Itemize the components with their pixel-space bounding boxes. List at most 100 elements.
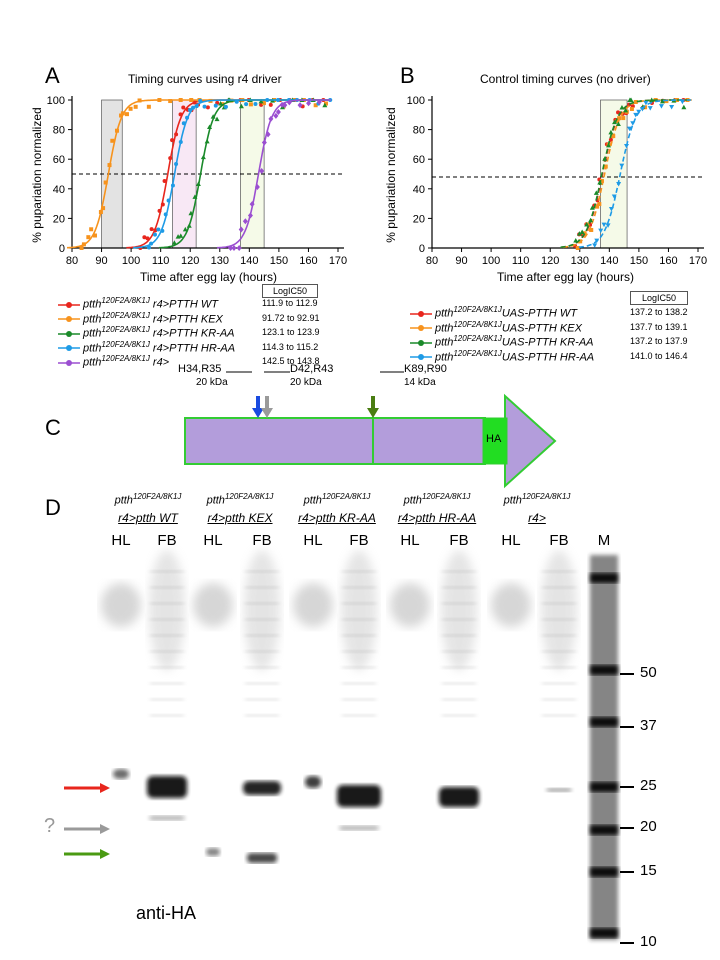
protein-band xyxy=(337,785,381,807)
data-point xyxy=(306,100,312,107)
marker-size-label: 10 xyxy=(640,933,657,950)
y-tick-label: 20 xyxy=(413,213,425,225)
legend-superscript: 120F2A/8K1J xyxy=(101,339,150,349)
data-point xyxy=(601,222,607,228)
lane-smear xyxy=(149,550,185,670)
data-point xyxy=(171,240,177,245)
data-point xyxy=(313,103,318,108)
data-point xyxy=(589,205,595,210)
legend-swatch xyxy=(58,316,80,323)
data-point xyxy=(599,178,604,183)
lane-band-faint xyxy=(245,698,279,701)
data-point xyxy=(189,98,194,102)
data-point xyxy=(623,144,629,149)
legend-genotype: ptth xyxy=(435,322,454,335)
data-point xyxy=(79,246,84,250)
data-point xyxy=(253,101,258,106)
data-point xyxy=(160,202,165,207)
legend-entry: ptth120F2A/8K1J r4> xyxy=(58,354,169,369)
data-point xyxy=(582,231,587,236)
legend-driver: UAS-PTTH KR-AA xyxy=(501,336,594,349)
legend-driver: r4>PTTH KEX xyxy=(149,313,223,326)
legend-superscript: 120F2A/8K1J xyxy=(101,354,150,363)
data-point xyxy=(275,108,281,115)
y-tick-label: 40 xyxy=(53,184,65,196)
marker-size-label: 15 xyxy=(640,862,657,879)
legend-entry: ptth120F2A/8K1JUAS-PTTH HR-AA xyxy=(410,348,595,364)
x-tick-label: 170 xyxy=(329,255,347,267)
lane-group-genotype: ptth120F2A/8K1J xyxy=(114,492,182,507)
data-point xyxy=(178,112,183,117)
lane-band-faint xyxy=(342,682,376,685)
marker-band xyxy=(590,665,618,675)
data-point xyxy=(146,104,151,109)
data-point xyxy=(628,97,634,102)
lane-label: HL xyxy=(501,532,521,549)
data-point xyxy=(597,202,602,207)
lane-band-faint xyxy=(150,602,184,605)
legend-driver: UAS-PTTH HR-AA xyxy=(501,351,595,364)
lane-band-faint xyxy=(442,634,476,637)
legend-superscript: 120F2A/8K1J xyxy=(453,348,502,358)
y-tick-label: 20 xyxy=(53,213,65,225)
data-point xyxy=(156,227,161,232)
data-point xyxy=(210,114,216,119)
x-tick-label: 80 xyxy=(66,255,78,267)
y-tick-label: 80 xyxy=(53,125,65,137)
data-point xyxy=(213,103,218,108)
fragment-band xyxy=(206,848,220,856)
y-tick-label: 100 xyxy=(47,95,65,107)
data-point xyxy=(265,131,271,138)
lane-band-faint xyxy=(442,570,476,573)
data-point xyxy=(316,99,322,106)
data-point xyxy=(276,98,281,102)
data-point xyxy=(133,104,138,109)
data-point xyxy=(616,182,622,187)
cleavage-site-1-label: H34,R35 xyxy=(178,363,222,375)
data-point xyxy=(615,121,621,126)
lane-label: M xyxy=(597,532,611,549)
x-tick-label: 120 xyxy=(181,255,199,267)
lane-band-faint xyxy=(342,666,376,669)
lane-band-faint xyxy=(342,634,376,637)
data-point xyxy=(608,129,614,135)
x-tick-label: 130 xyxy=(571,255,589,267)
lane-group-genotype: ptth120F2A/8K1J xyxy=(206,492,274,507)
fragment-band xyxy=(339,825,379,831)
protein-band xyxy=(439,787,479,807)
legend-entry: ptth120F2A/8K1J r4>PTTH HR-AA xyxy=(58,339,235,354)
legend-driver: UAS-PTTH KEX xyxy=(501,322,582,335)
data-point xyxy=(234,99,239,104)
data-point xyxy=(633,99,638,104)
data-point xyxy=(593,190,599,195)
lane-band-faint xyxy=(542,634,576,637)
legend-genotype: ptth xyxy=(435,336,454,349)
lane-band-faint xyxy=(542,714,576,717)
legend-swatch xyxy=(410,354,432,361)
data-point xyxy=(259,167,265,174)
data-point xyxy=(268,102,273,107)
data-point xyxy=(611,134,616,139)
lane-band-faint xyxy=(542,666,576,669)
data-point xyxy=(603,164,608,169)
data-point xyxy=(612,119,618,125)
y-tick-label: 40 xyxy=(413,184,425,196)
data-point xyxy=(166,198,171,203)
x-tick-label: 100 xyxy=(122,255,140,267)
data-point xyxy=(198,98,203,103)
data-point xyxy=(185,115,190,120)
data-point xyxy=(86,235,91,240)
data-point xyxy=(244,102,249,107)
legend-swatch xyxy=(410,325,432,332)
data-point xyxy=(186,223,192,228)
data-point xyxy=(181,105,186,110)
lane-band-faint xyxy=(150,618,184,621)
x-tick-label: 160 xyxy=(659,255,677,267)
lane-group-construct: r4>ptth KEX xyxy=(207,511,273,525)
lane-band-faint xyxy=(542,586,576,589)
data-point xyxy=(188,210,194,216)
fragment-band xyxy=(149,815,185,821)
lane-band-faint xyxy=(245,570,279,573)
data-point xyxy=(128,106,133,111)
lane-smear xyxy=(390,583,430,627)
